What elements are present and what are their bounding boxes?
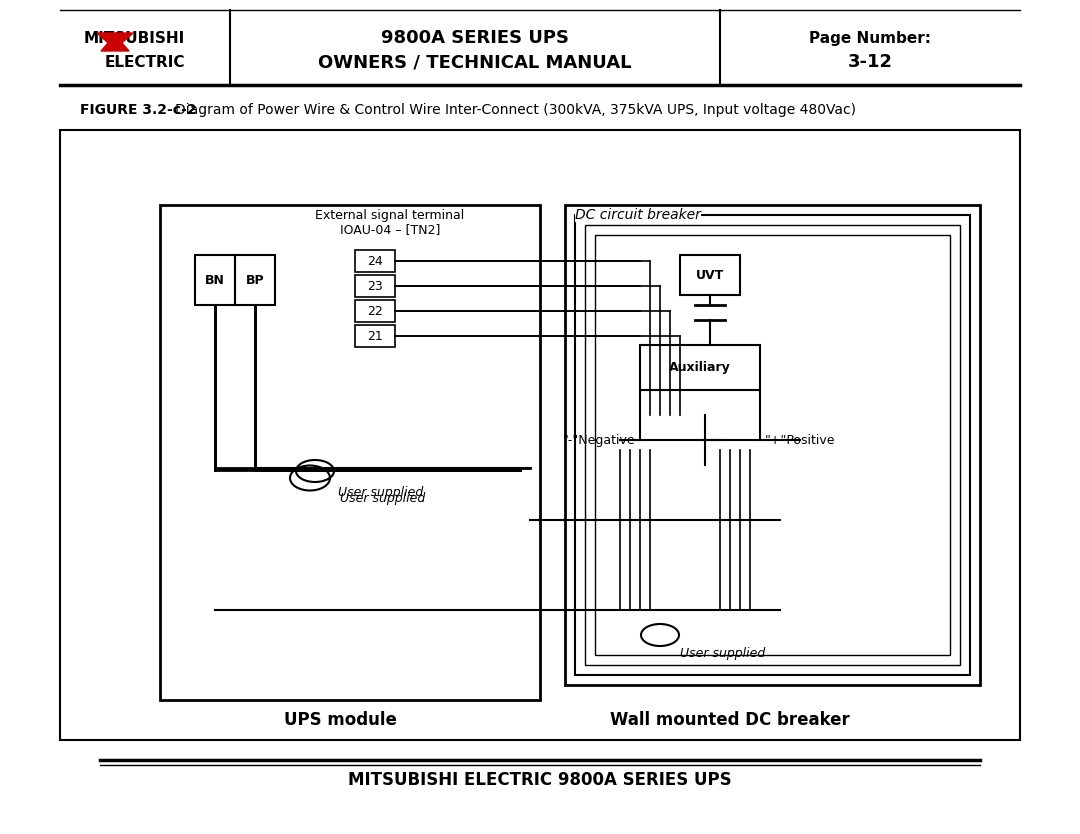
Bar <box>640 345 760 390</box>
Text: UVT: UVT <box>696 269 724 282</box>
Text: Wall mounted DC breaker: Wall mounted DC breaker <box>610 711 850 729</box>
Text: 22: 22 <box>367 304 383 318</box>
Text: FIGURE 3.2-c-2: FIGURE 3.2-c-2 <box>80 103 197 117</box>
Text: External signal terminal: External signal terminal <box>315 208 464 222</box>
Text: "+"Positive: "+"Positive <box>765 434 836 446</box>
Text: 9800A SERIES UPS: 9800A SERIES UPS <box>381 29 569 47</box>
Text: User supplied: User supplied <box>338 485 423 499</box>
Text: IOAU-04 – [TN2]: IOAU-04 – [TN2] <box>340 224 441 237</box>
Polygon shape <box>97 33 133 49</box>
Bar <box>235 255 275 305</box>
Text: BP: BP <box>245 274 265 287</box>
Text: ELECTRIC: ELECTRIC <box>105 54 185 69</box>
Text: MITSUBISHI: MITSUBISHI <box>84 31 185 46</box>
Text: OWNERS / TECHNICAL MANUAL: OWNERS / TECHNICAL MANUAL <box>319 53 632 71</box>
Text: UPS module: UPS module <box>284 711 396 729</box>
Bar <box>60 130 1020 740</box>
Bar <box>680 255 740 295</box>
Text: User supplied: User supplied <box>680 646 766 660</box>
Bar <box>585 225 960 665</box>
Bar <box>355 325 395 347</box>
Bar <box>355 250 395 272</box>
Text: DC circuit breaker: DC circuit breaker <box>575 208 701 222</box>
Text: User supplied: User supplied <box>340 491 426 505</box>
Bar <box>355 275 395 297</box>
Text: 23: 23 <box>367 279 383 293</box>
Text: 3-12: 3-12 <box>848 53 892 71</box>
Text: Page Number:: Page Number: <box>809 31 931 46</box>
Text: BN: BN <box>205 274 225 287</box>
Bar <box>565 205 980 685</box>
Bar <box>160 205 540 700</box>
Polygon shape <box>102 35 129 51</box>
Text: Auxiliary: Auxiliary <box>670 361 731 374</box>
Text: MITSUBISHI ELECTRIC 9800A SERIES UPS: MITSUBISHI ELECTRIC 9800A SERIES UPS <box>348 771 732 789</box>
Text: 21: 21 <box>367 329 383 343</box>
Bar <box>355 300 395 322</box>
Text: Diagram of Power Wire & Control Wire Inter-Connect (300kVA, 375kVA UPS, Input vo: Diagram of Power Wire & Control Wire Int… <box>175 103 856 117</box>
Bar <box>195 255 235 305</box>
Text: "-"Negative: "-"Negative <box>563 434 635 446</box>
Text: 24: 24 <box>367 254 383 268</box>
Bar <box>575 215 970 675</box>
Bar <box>595 235 950 655</box>
